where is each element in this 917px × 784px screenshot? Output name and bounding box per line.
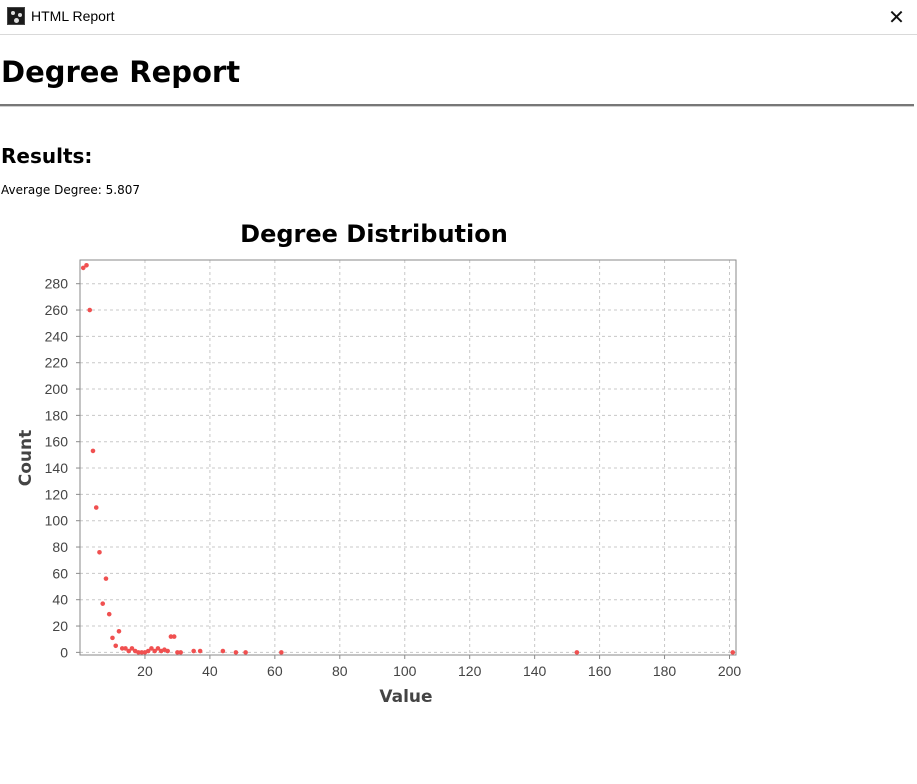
data-point — [97, 550, 102, 555]
data-point — [149, 646, 154, 651]
y-tick-label: 40 — [52, 592, 68, 608]
y-tick-label: 160 — [45, 434, 69, 450]
data-point — [84, 262, 89, 268]
data-point — [220, 648, 226, 654]
y-tick-label: 280 — [45, 276, 69, 292]
data-point — [93, 505, 99, 510]
degree-distribution-chart: 20 40 60 80 100 120 140 160 180 200 0 20 40 60 80 100 12… — [16, 220, 742, 707]
data-point — [171, 634, 177, 639]
y-tick-label: 220 — [45, 355, 69, 371]
x-tick-label: 20 — [137, 663, 153, 679]
y-tick-label: 180 — [45, 407, 69, 423]
data-point — [155, 646, 161, 651]
y-tick-label: 60 — [52, 565, 68, 581]
data-point — [106, 611, 112, 617]
data-point — [103, 576, 109, 581]
gephi-app-icon — [7, 7, 25, 25]
data-point — [730, 650, 736, 655]
y-tick-label: 240 — [45, 328, 69, 344]
y-tick-label: 140 — [45, 460, 69, 476]
y-tick-label: 0 — [60, 644, 68, 660]
data-point — [574, 650, 580, 655]
data-point — [279, 650, 284, 655]
data-point — [126, 648, 132, 654]
data-point — [119, 646, 125, 651]
average-degree-label: Average Degree: — [1, 183, 102, 197]
y-tick-label: 200 — [45, 381, 69, 397]
data-point — [110, 635, 115, 641]
y-tick-label: 80 — [52, 539, 68, 555]
window-title: HTML Report — [31, 8, 115, 24]
x-tick-label: 60 — [267, 663, 283, 679]
x-tick-label: 40 — [202, 663, 218, 679]
x-axis-label: Value — [379, 687, 432, 707]
data-point — [129, 646, 135, 651]
data-point — [139, 650, 145, 655]
data-point — [175, 650, 180, 655]
y-tick-label: 260 — [45, 302, 69, 318]
x-tick-label: 80 — [332, 663, 348, 679]
y-tick-label: 100 — [45, 513, 69, 529]
report-title: Degree Report — [1, 55, 241, 89]
y-axis-label: Count — [16, 430, 36, 487]
x-tick-label: 100 — [393, 663, 417, 679]
data-point — [100, 601, 106, 606]
plot-area — [80, 260, 736, 655]
average-degree-value: 5.807 — [105, 183, 140, 197]
data-point — [165, 648, 170, 654]
y-tick-label: 20 — [52, 618, 68, 634]
data-point — [178, 650, 183, 655]
average-degree-line: Average Degree: 5.807 — [1, 182, 140, 198]
divider — [0, 104, 914, 107]
x-tick-label: 200 — [718, 663, 742, 679]
data-point — [191, 648, 196, 654]
data-point — [113, 643, 119, 649]
chart-title: Degree Distribution — [240, 220, 508, 248]
x-tick-label: 120 — [458, 663, 482, 679]
data-point — [152, 648, 157, 654]
data-point — [136, 650, 141, 655]
data-point — [168, 634, 174, 639]
y-tick-label: 120 — [45, 486, 69, 502]
data-point — [243, 650, 248, 655]
x-tick-label: 160 — [588, 663, 612, 679]
data-point — [197, 648, 203, 654]
data-point — [80, 265, 86, 271]
data-point — [116, 629, 122, 634]
title-bar: HTML Report ✕ — [0, 0, 917, 35]
x-tick-label: 140 — [523, 663, 547, 679]
data-point — [145, 648, 151, 654]
data-point — [123, 646, 128, 651]
plot-border — [79, 259, 737, 656]
data-point — [87, 307, 93, 313]
data-point — [90, 448, 96, 454]
close-button[interactable]: ✕ — [876, 0, 917, 34]
results-heading: Results: — [1, 144, 93, 168]
close-icon: ✕ — [888, 5, 905, 29]
x-tick-label: 180 — [653, 663, 677, 679]
data-point — [233, 650, 239, 655]
